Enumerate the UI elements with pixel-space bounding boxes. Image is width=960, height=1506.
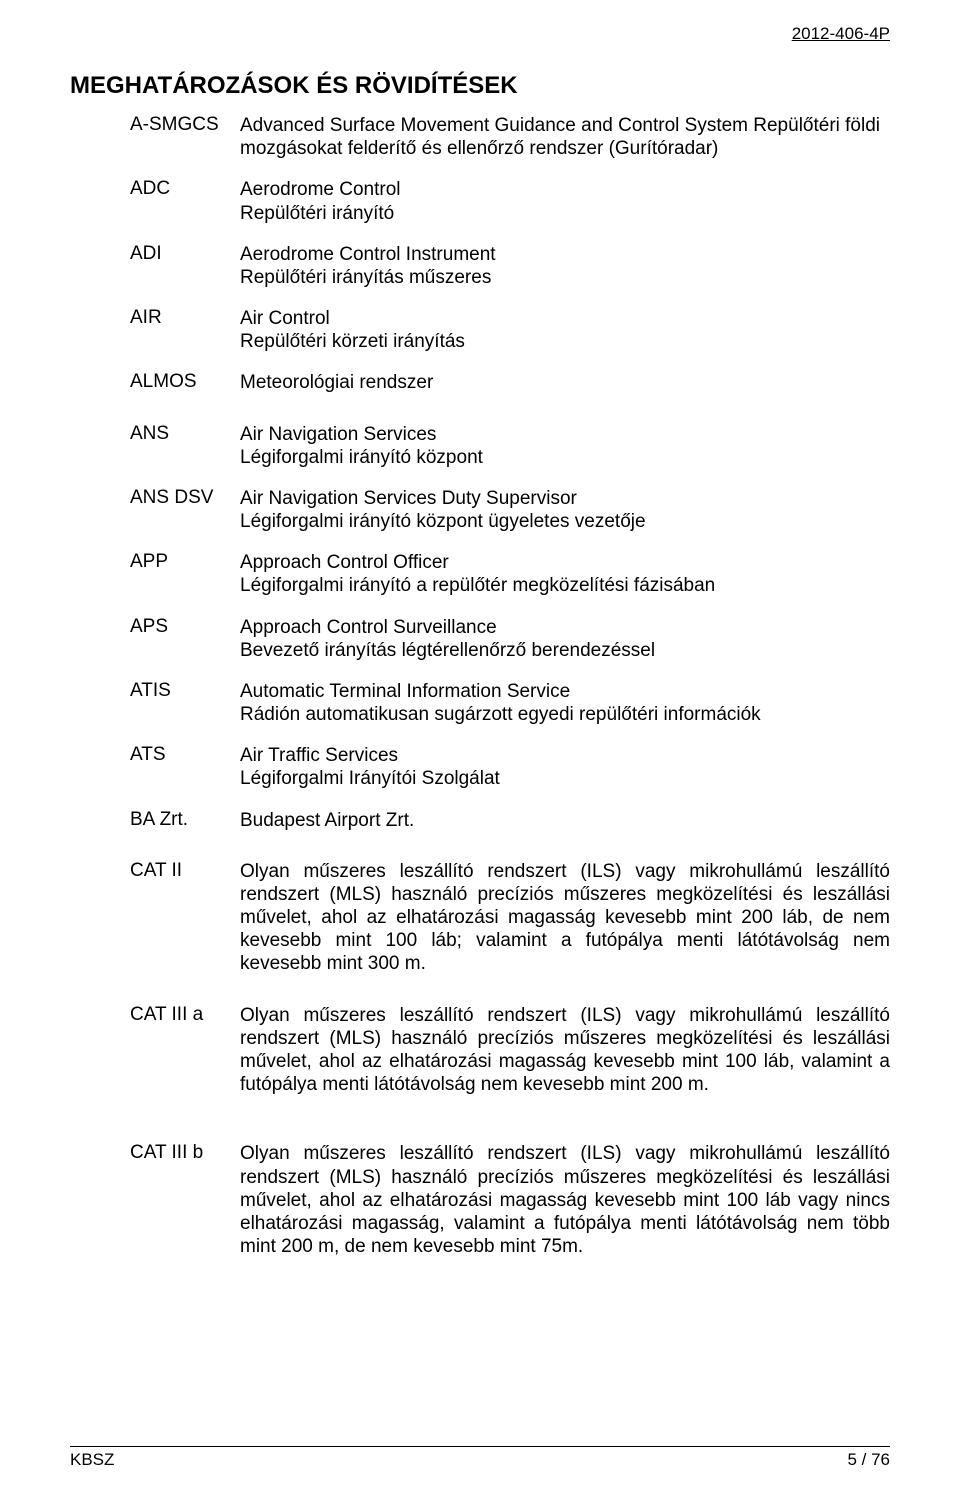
definition-row: APPApproach Control OfficerLégiforgalmi …	[70, 551, 890, 597]
section-title: MEGHATÁROZÁSOK ÉS RÖVIDÍTÉSEK	[70, 72, 890, 100]
abbreviation: BA Zrt.	[70, 809, 240, 832]
abbreviation: ATIS	[70, 680, 240, 726]
definition-row: CAT IIOlyan műszeres leszállító rendszer…	[70, 860, 890, 976]
abbreviation: ATS	[70, 744, 240, 790]
definition-text: Meteorológiai rendszer	[240, 371, 890, 394]
abbreviation: ANS DSV	[70, 487, 240, 533]
definition-row: ATSAir Traffic ServicesLégiforgalmi Irán…	[70, 744, 890, 790]
definition-text: Aerodrome ControlRepülőtéri irányító	[240, 178, 890, 224]
abbreviation: ADI	[70, 243, 240, 289]
abbreviation: ALMOS	[70, 371, 240, 394]
definition-row: AIRAir ControlRepülőtéri körzeti irányít…	[70, 307, 890, 353]
definition-row: CAT III aOlyan műszeres leszállító rends…	[70, 1004, 890, 1097]
abbreviation: ADC	[70, 178, 240, 224]
abbreviation: APS	[70, 616, 240, 662]
definition-row: ANSAir Navigation ServicesLégiforgalmi i…	[70, 423, 890, 469]
definition-text: Automatic Terminal Information ServiceRá…	[240, 680, 890, 726]
definition-row: ANS DSVAir Navigation Services Duty Supe…	[70, 487, 890, 533]
document-id: 2012-406-4P	[70, 24, 890, 44]
footer-right: 5 / 76	[847, 1450, 890, 1470]
definition-text: Budapest Airport Zrt.	[240, 809, 890, 832]
abbreviation: CAT III a	[70, 1004, 240, 1097]
abbreviation: CAT II	[70, 860, 240, 976]
definition-text: Olyan műszeres leszállító rendszert (ILS…	[240, 1004, 890, 1097]
abbreviation: APP	[70, 551, 240, 597]
definition-text: Approach Control SurveillanceBevezető ir…	[240, 616, 890, 662]
definition-row: A-SMGCSAdvanced Surface Movement Guidanc…	[70, 114, 890, 160]
abbreviation: ANS	[70, 423, 240, 469]
definition-text: Approach Control OfficerLégiforgalmi irá…	[240, 551, 890, 597]
definition-row: ATISAutomatic Terminal Information Servi…	[70, 680, 890, 726]
definition-row: ADIAerodrome Control InstrumentRepülőtér…	[70, 243, 890, 289]
definition-row: BA Zrt.Budapest Airport Zrt.	[70, 809, 890, 832]
definition-text: Aerodrome Control InstrumentRepülőtéri i…	[240, 243, 890, 289]
definition-text: Olyan műszeres leszállító rendszert (ILS…	[240, 860, 890, 976]
definition-text: Air Navigation Services Duty SupervisorL…	[240, 487, 890, 533]
definition-row: ALMOSMeteorológiai rendszer	[70, 371, 890, 394]
definition-text: Advanced Surface Movement Guidance and C…	[240, 114, 890, 160]
definition-text: Air Traffic ServicesLégiforgalmi Irányít…	[240, 744, 890, 790]
page-footer: KBSZ 5 / 76	[70, 1446, 890, 1470]
definition-row: CAT III bOlyan műszeres leszállító rends…	[70, 1142, 890, 1258]
footer-left: KBSZ	[70, 1450, 114, 1470]
definition-row: ADCAerodrome ControlRepülőtéri irányító	[70, 178, 890, 224]
abbreviation: CAT III b	[70, 1142, 240, 1258]
definition-row: APSApproach Control SurveillanceBevezető…	[70, 616, 890, 662]
abbreviation: AIR	[70, 307, 240, 353]
definition-text: Air ControlRepülőtéri körzeti irányítás	[240, 307, 890, 353]
abbreviation: A-SMGCS	[70, 114, 240, 160]
definition-text: Olyan műszeres leszállító rendszert (ILS…	[240, 1142, 890, 1258]
definitions-list: A-SMGCSAdvanced Surface Movement Guidanc…	[70, 114, 890, 1258]
definition-text: Air Navigation ServicesLégiforgalmi irán…	[240, 423, 890, 469]
